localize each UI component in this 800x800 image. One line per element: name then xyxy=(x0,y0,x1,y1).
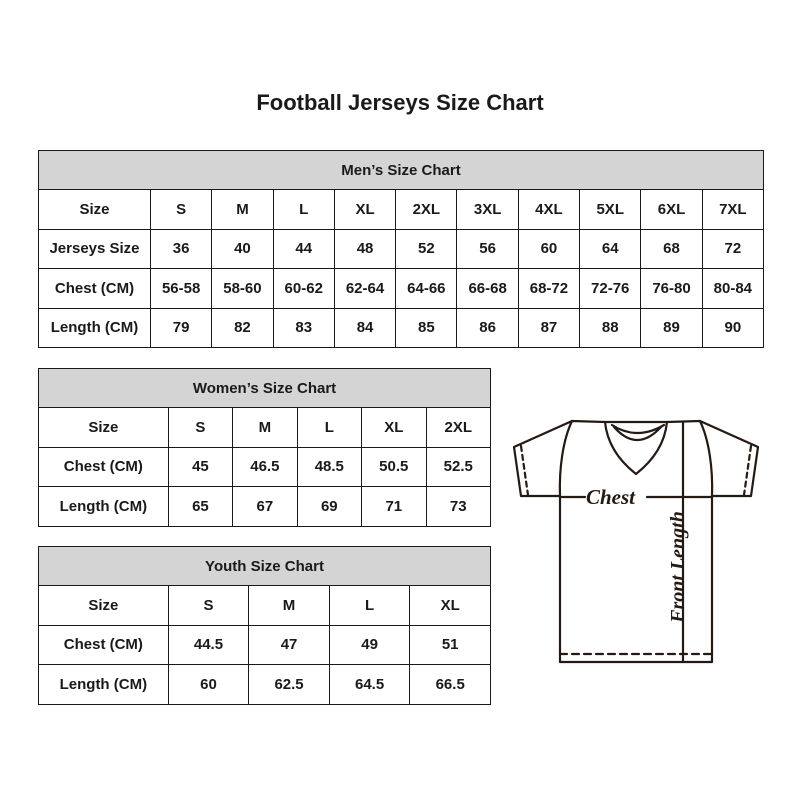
svg-text:Chest: Chest xyxy=(586,485,636,509)
svg-text:Front Length: Front Length xyxy=(667,511,689,624)
